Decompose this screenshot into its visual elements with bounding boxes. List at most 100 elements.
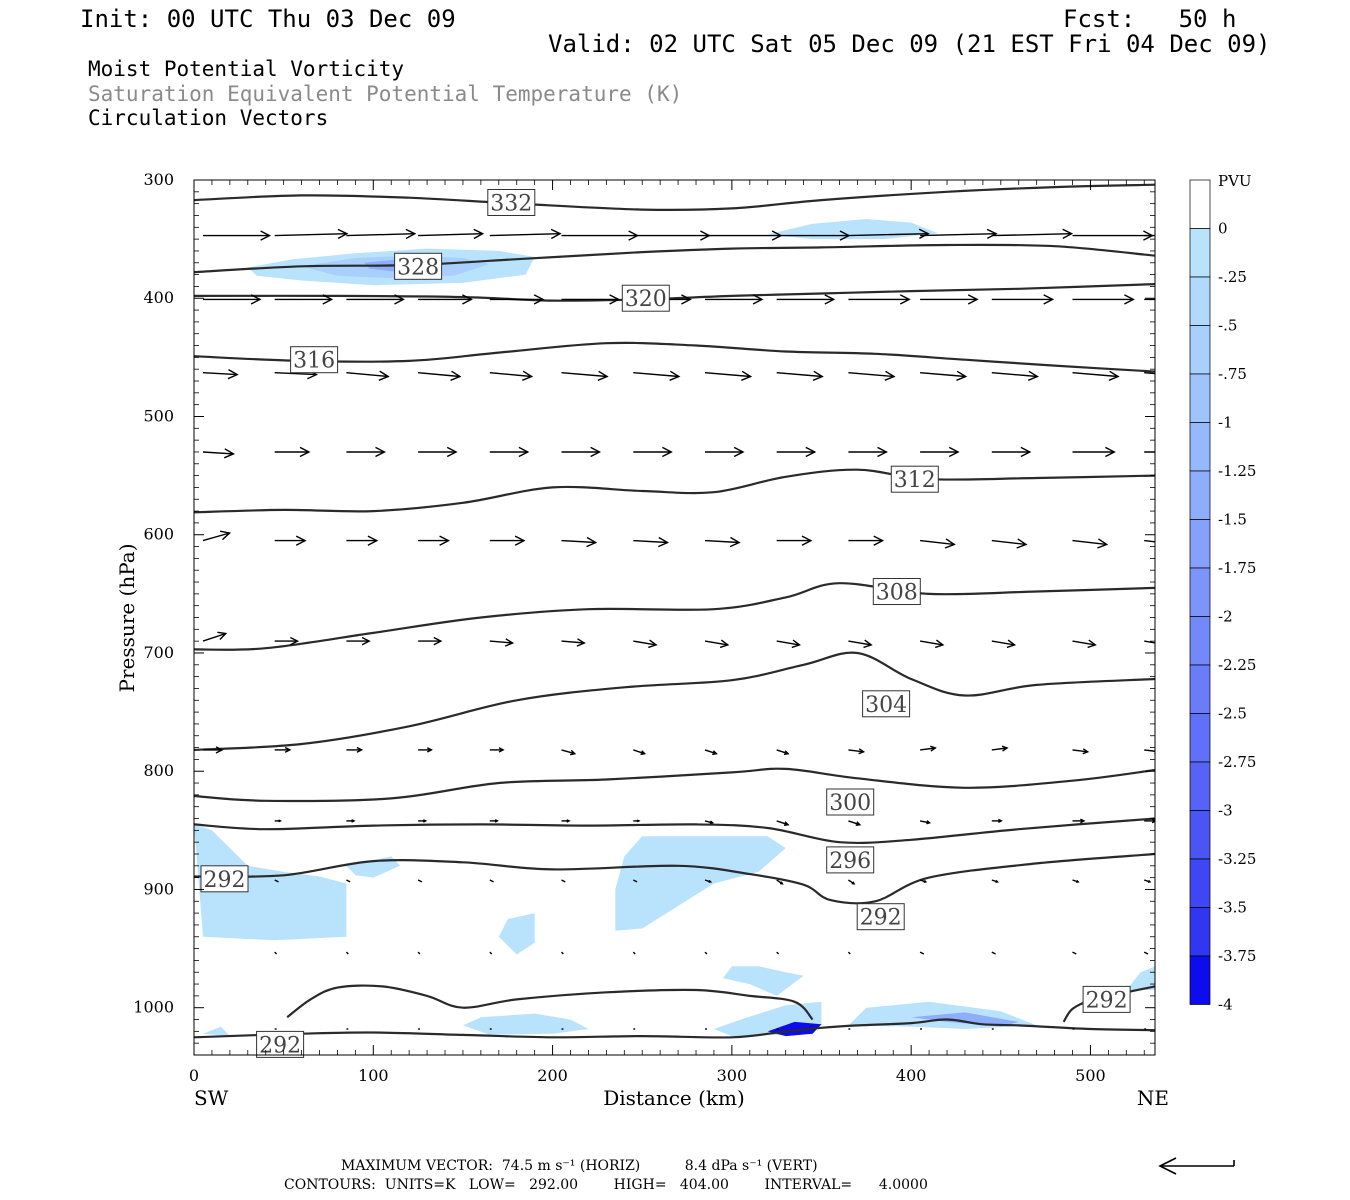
circulation-vector [489, 879, 494, 883]
pv-shade-region [498, 913, 535, 955]
circulation-vector [991, 639, 1017, 649]
circulation-vector [848, 535, 885, 546]
circulation-vector [274, 879, 279, 883]
x-tick-label: 400 [896, 1066, 927, 1085]
circulation-vector [632, 879, 638, 883]
circulation-vector [417, 951, 421, 955]
circulation-vector [920, 745, 937, 752]
circulation-vector [418, 446, 458, 458]
colorbar-swatch [1189, 325, 1211, 375]
contour-label: 332 [490, 192, 532, 217]
circulation-vector [704, 820, 715, 825]
circulation-vector [1072, 639, 1097, 649]
circulation-vector [561, 749, 577, 756]
title-theta-es: Saturation Equivalent Potential Temperat… [88, 82, 683, 106]
circulation-vector [561, 370, 609, 381]
x-axis-label: Distance (km) [603, 1086, 745, 1110]
colorbar-swatch [1189, 955, 1211, 1005]
circulation-vector [561, 294, 621, 305]
circulation-vector [202, 448, 235, 459]
title-vectors: Circulation Vectors [88, 106, 329, 130]
circulation-vector [417, 879, 423, 883]
colorbar-swatch [1189, 664, 1211, 714]
circulation-vector [633, 230, 711, 241]
contour-label-box [826, 788, 875, 816]
x-tick-label: 500 [1075, 1066, 1106, 1085]
contour-label-box [487, 189, 536, 216]
contour-label-box [200, 865, 249, 893]
circulation-vector [991, 370, 1039, 381]
colorbar-tick-label: -2.5 [1218, 705, 1247, 723]
circulation-vector [920, 228, 998, 240]
theta-contour-line [194, 283, 1155, 302]
circulation-vector [633, 446, 673, 458]
circulation-vector [848, 879, 856, 885]
circulation-vector [704, 879, 713, 883]
circulation-vector [418, 819, 428, 823]
circulation-vector [561, 446, 602, 458]
circulation-vector [847, 951, 851, 955]
circulation-vector [776, 535, 813, 546]
circulation-vector [489, 951, 493, 955]
colorbar-swatch [1189, 179, 1211, 229]
circulation-vector [705, 230, 783, 241]
circulation-vector [561, 879, 566, 883]
colorbar-tick-label: -.75 [1218, 365, 1247, 383]
circulation-vector [991, 294, 1055, 305]
y-tick-label: 700 [143, 643, 174, 662]
circulation-vector [991, 879, 999, 883]
circulation-vector [1072, 538, 1109, 549]
circulation-vector [274, 294, 334, 305]
colorbar-swatch [1189, 567, 1211, 617]
colorbar-tick-label: 0 [1218, 220, 1228, 238]
pv-shading-layer [194, 219, 1155, 1037]
circulation-vector [346, 294, 405, 305]
colorbar-swatch [1189, 422, 1211, 472]
circulation-vector [633, 536, 670, 548]
colorbar-swatch [1189, 810, 1211, 860]
circulation-vector [346, 879, 351, 883]
circulation-vector [919, 820, 932, 825]
title-mpv: Moist Potential Vorticity [88, 57, 405, 81]
colorbar-tick-label: -1 [1218, 414, 1233, 432]
y-tick-label: 500 [143, 406, 174, 425]
circulation-vector [1072, 748, 1090, 755]
circulation-vector [633, 749, 647, 756]
contour-label: 320 [625, 287, 667, 312]
circulation-vector [1143, 879, 1152, 883]
circulation-vector [991, 228, 1074, 240]
circulation-vector [203, 230, 272, 241]
circulation-vector [920, 538, 956, 549]
colorbar-tick-label: -.5 [1218, 317, 1237, 335]
circulation-vector [633, 370, 681, 381]
circulation-vector [1144, 818, 1155, 824]
x-end-ne: NE [1137, 1086, 1169, 1110]
forecast-hour: Fcst: 50 h [1063, 5, 1237, 33]
x-tick-label: 300 [717, 1066, 748, 1085]
y-tick-label: 900 [143, 879, 174, 898]
colorbar-tick-label: -2.75 [1218, 753, 1256, 771]
circulation-vector [489, 446, 530, 458]
circulation-vector [991, 745, 1009, 752]
y-tick-label: 800 [143, 761, 174, 780]
contour-label: 292 [204, 868, 246, 893]
contour-label-box [862, 690, 911, 718]
circulation-vector [345, 951, 349, 955]
circulation-vector [920, 294, 979, 305]
contour-label-box [826, 846, 875, 874]
pv-shade-region [194, 824, 347, 941]
colorbar-swatch [1189, 373, 1211, 423]
circulation-vector [489, 370, 534, 381]
circulation-vector [346, 446, 386, 458]
x-tick-label: 0 [189, 1066, 199, 1085]
circulation-vector [418, 294, 473, 305]
circulation-vector [1072, 294, 1135, 305]
circulation-vector [1144, 372, 1155, 375]
circulation-vector [991, 951, 996, 955]
circulation-vector [202, 631, 228, 642]
colorbar-swatch [1189, 858, 1211, 908]
contour-label: 312 [894, 468, 936, 493]
colorbar-tick-label: -3.5 [1218, 899, 1247, 917]
contour-label-box [890, 465, 939, 493]
